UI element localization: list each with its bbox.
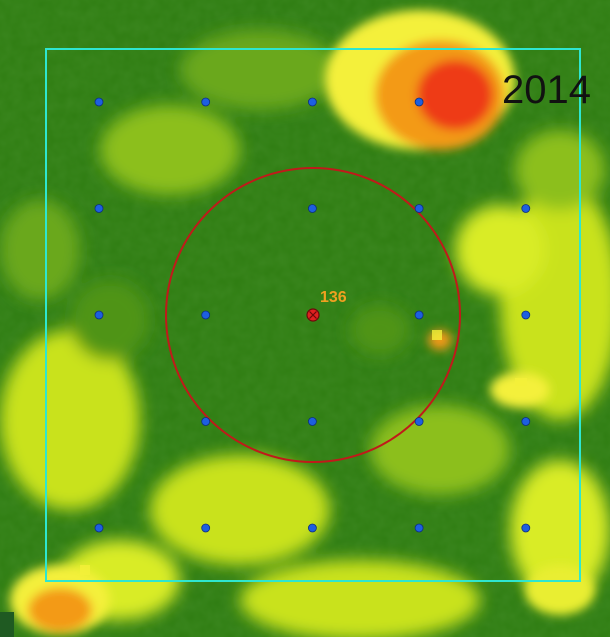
sample-point-icon[interactable]: [307, 523, 317, 533]
sample-point-icon[interactable]: [94, 204, 104, 213]
sample-point-icon[interactable]: [201, 523, 211, 533]
sample-point-icon[interactable]: [414, 417, 424, 426]
light-vegetation-patch: [0, 200, 80, 300]
light-vegetation-patch: [510, 460, 610, 600]
sample-point-icon[interactable]: [521, 204, 531, 213]
sample-point-icon[interactable]: [307, 204, 317, 213]
sample-points: [94, 97, 531, 533]
light-vegetation-patch: [150, 455, 330, 565]
sample-point-icon[interactable]: [414, 97, 424, 107]
light-vegetation-patch: [515, 130, 605, 210]
sample-point-icon[interactable]: [414, 310, 424, 320]
center-marker-icon[interactable]: [306, 308, 320, 322]
year-label: 2014: [502, 68, 591, 112]
sample-point-icon[interactable]: [201, 97, 211, 107]
light-vegetation-patch: [100, 105, 240, 195]
buffer-circle: [165, 167, 461, 463]
sample-point-icon[interactable]: [521, 523, 531, 533]
sample-point-icon[interactable]: [414, 204, 424, 213]
medium-vegetation-patch: [350, 305, 410, 355]
map-corner-strip: [0, 612, 14, 637]
sample-point-icon[interactable]: [94, 523, 104, 533]
sample-point-icon[interactable]: [307, 97, 317, 107]
light-vegetation-patch: [0, 330, 140, 510]
light-vegetation-patch: [240, 560, 480, 637]
orange-patch: [28, 588, 92, 632]
light-vegetation-patch: [370, 405, 510, 495]
sample-point-icon[interactable]: [201, 417, 211, 426]
sample-point-icon[interactable]: [94, 97, 104, 107]
yellow-patch: [525, 565, 595, 615]
plot-boundary: [45, 48, 581, 582]
plot-label: 136: [320, 289, 347, 306]
sample-point-icon[interactable]: [521, 310, 531, 320]
sample-point-icon[interactable]: [414, 523, 424, 533]
yellow-specks: [80, 330, 527, 575]
sample-point-icon[interactable]: [94, 310, 104, 320]
sample-point-icon[interactable]: [307, 417, 317, 426]
yellow-patch: [490, 372, 550, 408]
sample-point-icon[interactable]: [201, 310, 211, 320]
sample-point-icon[interactable]: [521, 417, 531, 426]
red-patch: [417, 60, 493, 130]
medium-vegetation-patch: [70, 280, 150, 360]
light-vegetation-patch: [455, 205, 545, 295]
